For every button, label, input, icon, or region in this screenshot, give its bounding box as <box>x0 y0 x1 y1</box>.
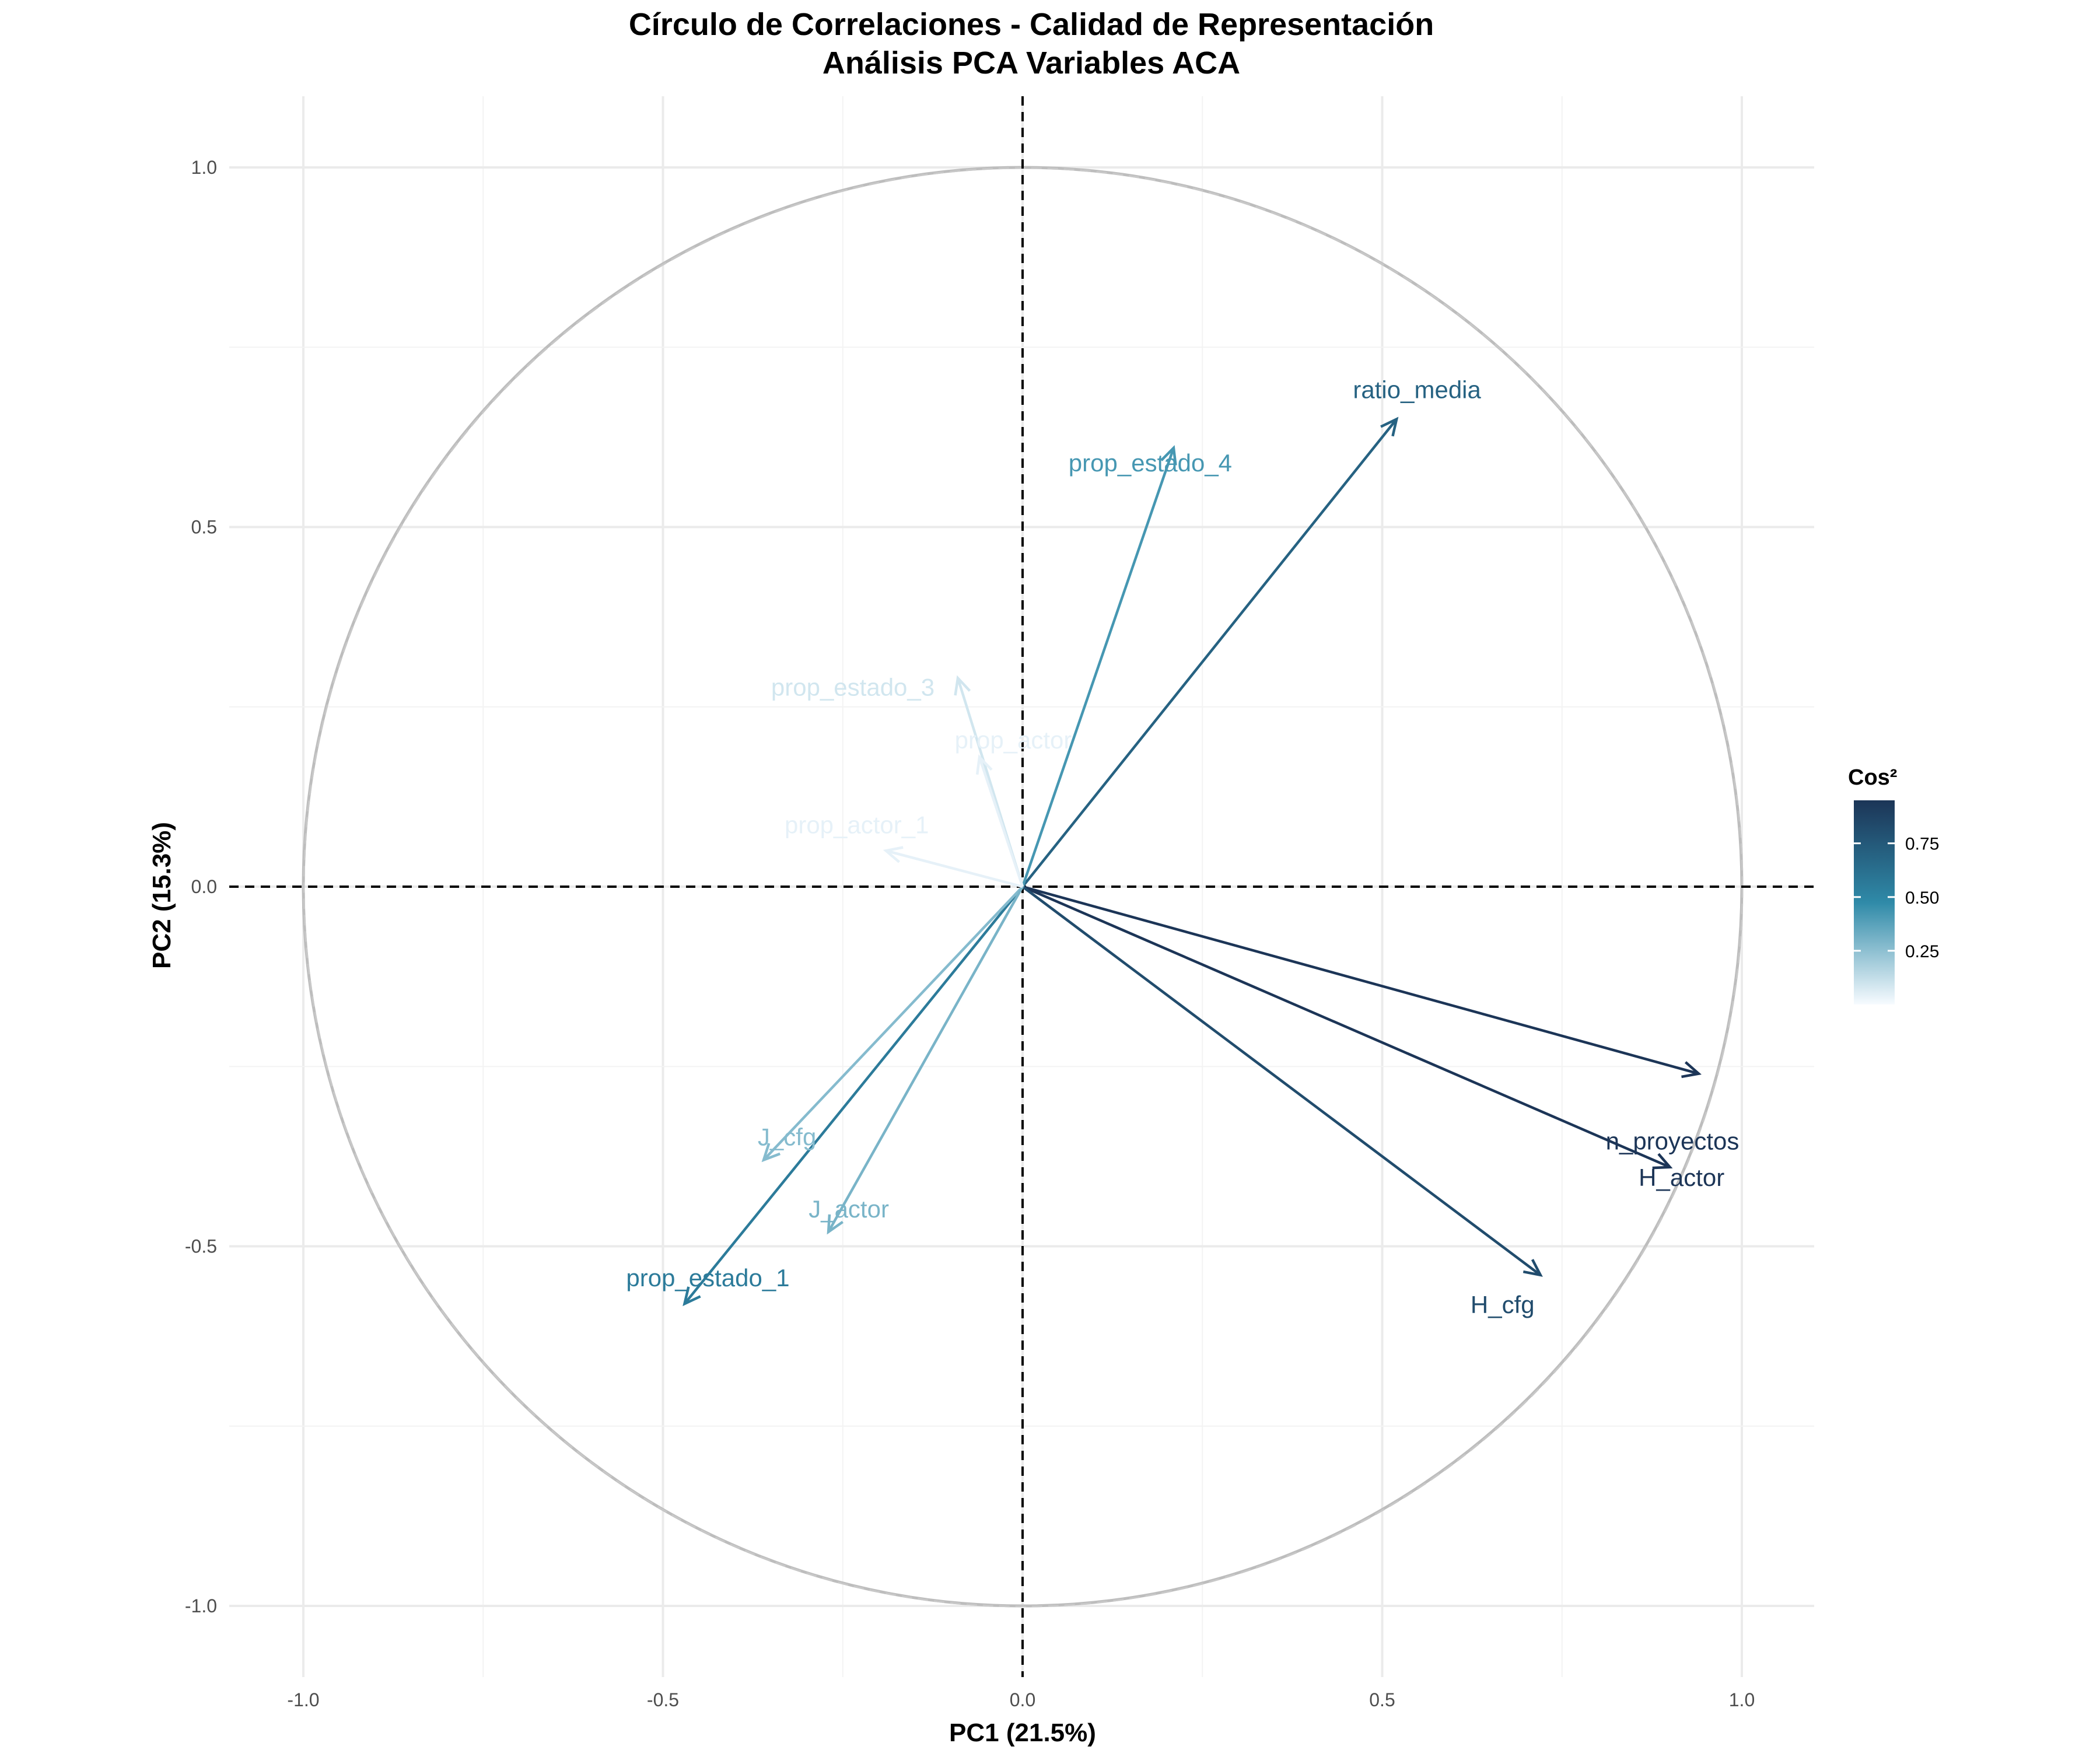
x-tick-label: 0.0 <box>1010 1689 1035 1710</box>
label-H_actor: H_actor <box>1639 1164 1724 1191</box>
arrow-prop_estado_4 <box>1021 447 1175 887</box>
label-prop_estado_3: prop_estado_3 <box>771 673 935 701</box>
label-n_proyectos: n_proyectos <box>1606 1128 1740 1155</box>
arrowhead-prop_actor_1 <box>883 846 904 863</box>
arrowhead-J_cfg <box>761 1143 780 1163</box>
y-tick-label: 1.0 <box>191 157 217 178</box>
chart-title: Círculo de Correlaciones - Calidad de Re… <box>629 7 1434 42</box>
label-prop_actor: prop_actor <box>955 726 1072 754</box>
x-tick-label: -1.0 <box>287 1689 319 1710</box>
arrow-J_actor <box>827 886 1024 1233</box>
arrow-prop_actor_1 <box>886 849 1023 888</box>
arrow-n_proyectos <box>1022 885 1699 1075</box>
x-axis-title: PC1 (21.5%) <box>949 1718 1096 1747</box>
x-tick-label: -0.5 <box>647 1689 679 1710</box>
arrowhead-prop_actor <box>975 754 993 775</box>
cos2-legend: Cos² 0.25 0.50 0.75 <box>1848 765 1939 1005</box>
arrowhead-prop_estado_4 <box>1160 444 1177 466</box>
y-axis-title: PC2 (15.3%) <box>148 822 176 969</box>
legend-tick-label: 0.25 <box>1905 942 1939 961</box>
label-prop_estado_4: prop_estado_4 <box>1069 449 1232 477</box>
arrow-H_cfg <box>1021 886 1542 1276</box>
arrowhead-prop_estado_1 <box>682 1286 701 1307</box>
label-ratio_media: ratio_media <box>1353 376 1481 404</box>
axis-ticks: -1.0 -0.5 0.0 0.5 1.0 -1.0 -0.5 0.0 0.5 1.0 <box>185 157 1755 1710</box>
legend-tick-label: 0.75 <box>1905 835 1939 854</box>
arrowhead-H_cfg <box>1522 1259 1543 1277</box>
x-tick-label: 0.5 <box>1369 1689 1395 1710</box>
label-J_cfg: J_cfg <box>758 1124 816 1151</box>
variable-arrows <box>682 416 1702 1307</box>
y-tick-label: 0.5 <box>191 517 217 538</box>
arrow-prop_estado_1 <box>683 886 1024 1305</box>
legend-colorbar <box>1854 800 1895 1005</box>
arrowhead-prop_estado_3 <box>954 675 971 696</box>
label-prop_estado_1: prop_estado_1 <box>626 1264 789 1292</box>
label-J_actor: J_actor <box>808 1195 889 1223</box>
legend-title: Cos² <box>1848 765 1897 790</box>
arrowhead-n_proyectos <box>1681 1061 1702 1079</box>
y-tick-label: 0.0 <box>191 876 217 897</box>
arrow-prop_actor <box>978 757 1024 887</box>
x-tick-label: 1.0 <box>1729 1689 1755 1710</box>
variable-labels: n_proyectos H_actor H_cfg ratio_media prop_e… <box>626 376 1739 1318</box>
label-H_cfg: H_cfg <box>1471 1291 1535 1318</box>
arrow-H_actor <box>1022 885 1671 1168</box>
arrowhead-ratio_media <box>1380 416 1399 437</box>
y-tick-label: -1.0 <box>185 1595 217 1616</box>
legend-tick-label: 0.50 <box>1905 888 1939 908</box>
y-tick-label: -0.5 <box>185 1236 217 1257</box>
label-prop_actor_1: prop_actor_1 <box>785 811 929 838</box>
arrowhead-J_actor <box>827 1214 844 1235</box>
arrowhead-H_actor <box>1652 1153 1673 1170</box>
legend-ticks: 0.25 0.50 0.75 <box>1854 835 1939 961</box>
arrow-J_cfg <box>762 886 1024 1161</box>
chart-subtitle: Análisis PCA Variables ACA <box>822 46 1240 80</box>
arrow-ratio_media <box>1021 418 1398 888</box>
